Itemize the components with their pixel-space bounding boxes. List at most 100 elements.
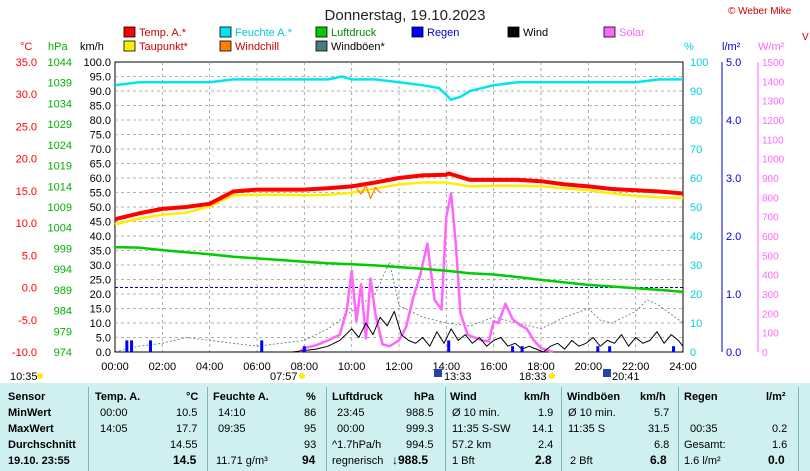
time-tick-label: 04:00 (196, 361, 224, 373)
gust-max-value: 31.5 (648, 423, 670, 435)
humidity-unit: % (306, 391, 316, 403)
wind-tick-label: 30.0 (90, 260, 111, 272)
humidity-tick-label: 90 (690, 86, 702, 98)
pressure-trend: ^1.7hPa/h (332, 439, 382, 451)
solar-tick-label: 1400 (762, 77, 785, 88)
solar-tick-label: 0 (762, 348, 768, 359)
time-tick-label: 00:00 (101, 361, 129, 373)
solar-tick-label: 1500 (762, 58, 785, 69)
rain-max-time: 00:35 (690, 423, 718, 435)
time-tick-label: 24:00 (669, 361, 697, 373)
solar-tick-label: 400 (762, 271, 779, 282)
solar-tick-label: 1000 (762, 155, 785, 166)
humidity-tick-label: 30 (690, 260, 702, 272)
summary-table: Sensor MinWert MaxWert Durchschnitt 19.1… (0, 383, 810, 471)
humidity-current-value: 94 (302, 453, 316, 467)
rain-bar (149, 340, 152, 352)
rain-tick-label: 4.0 (726, 115, 741, 127)
gust-max-time: 11:35 S (568, 423, 606, 435)
row-label-min: MinWert (8, 407, 52, 419)
time-tick-label: 20:00 (575, 361, 603, 373)
chart-legend: Temp. A.* Feuchte A.* Luftdruck Regen Wind So… (123, 26, 645, 53)
pressure-tick-label: 1044 (48, 57, 72, 69)
temp-tick-label: 25.0 (16, 121, 37, 133)
wind-tick-label: 25.0 (90, 275, 111, 287)
rain-bar (125, 340, 129, 352)
pressure-tick-label: 979 (54, 326, 72, 338)
humidity-tick-label: 0 (690, 347, 696, 359)
humidity-min-value: 86 (304, 407, 317, 419)
row-label-avg: Durchschnitt (8, 439, 76, 451)
solar-tick-label: 200 (762, 309, 779, 320)
rain-bar (130, 340, 134, 352)
pressure-tick-label: 1034 (48, 98, 72, 110)
rain-tick-label: 0.0 (726, 347, 741, 359)
wind-header: Wind (450, 391, 477, 403)
temp-tick-label: -5.0 (18, 315, 37, 327)
pressure-tick-label: 994 (54, 264, 72, 276)
humidity-header: Feuchte A. (213, 391, 269, 403)
legend-label: Taupunkt* (139, 41, 189, 53)
wind-tick-label: 10.0 (90, 318, 111, 330)
table-divider (326, 387, 327, 471)
wind-tick-label: 55.0 (90, 188, 111, 200)
gust-current-value: 6.8 (650, 453, 667, 467)
time-tick-label: 10:00 (338, 361, 366, 373)
wind-avg10-value: 1.9 (538, 407, 554, 419)
wind-tick-label: 95.0 (90, 72, 111, 84)
solar-tick-label: 500 (762, 251, 779, 262)
wind-tick-label: 0.0 (96, 347, 111, 359)
gust-header: Windböen (567, 391, 621, 403)
humidity-tick-label: 50 (690, 202, 702, 214)
rain-current-value: 0.0 (768, 453, 785, 467)
pressure-axis-unit: hPa (48, 41, 68, 53)
rain-total-value: 1.6 (772, 439, 788, 451)
rain-tick-label: 2.0 (726, 231, 741, 243)
chart-series (114, 75, 684, 354)
temp-tick-label: -10.0 (12, 347, 37, 359)
temp-max-value: 17.7 (176, 423, 198, 435)
series-pressure-line (114, 245, 684, 294)
solar-axis-unit: W/m² (758, 41, 785, 53)
humidity-max-time: 09:35 (218, 423, 246, 435)
wind-tick-label: 40.0 (90, 231, 111, 243)
solar-tick-label: 700 (762, 213, 779, 224)
pressure-current-value: ↓988.5 (392, 453, 429, 467)
legend-swatch (123, 40, 136, 52)
table-divider (88, 387, 89, 471)
legend-label: Solar (619, 27, 645, 39)
pressure-min-time: 23:45 (337, 407, 365, 419)
wind-tick-label: 80.0 (90, 115, 111, 127)
legend-label: Feuchte A.* (235, 27, 293, 39)
rain-bar (511, 346, 515, 352)
rain-bar (672, 346, 676, 352)
pressure-tick-label: 984 (54, 306, 72, 318)
legend-swatch (219, 40, 232, 52)
wind-tick-label: 65.0 (90, 159, 111, 171)
temp-tick-label: 5.0 (22, 250, 37, 262)
table-divider (678, 387, 679, 471)
wind-run: 57.2 km (452, 439, 492, 451)
rain-bar (260, 340, 264, 352)
temp-tick-label: 0.0 (22, 283, 37, 295)
gust-avg10-label: Ø 10 min. (568, 407, 616, 419)
pressure-max-time: 00:00 (337, 423, 365, 435)
rain-today: 1.6 l/m² (684, 455, 721, 467)
rain-tick-label: 1.0 (726, 289, 741, 301)
legend-label: Luftdruck (331, 27, 377, 39)
row-label-now: 19.10. 23:55 (8, 455, 70, 467)
time-tick-label: 18:00 (527, 361, 555, 373)
rain-max-value: 0.2 (772, 423, 788, 435)
series-windchill-line (355, 185, 381, 200)
pressure-tick-label: 1039 (48, 78, 72, 90)
solar-tick-label: 800 (762, 193, 779, 204)
temp-tick-label: 10.0 (16, 218, 37, 230)
wind-tick-label: 20.0 (90, 289, 111, 301)
pressure-forecast: regnerisch (332, 455, 384, 467)
rain-bar (302, 346, 306, 352)
humidity-abs-value: 11.71 g/m³ (216, 455, 268, 467)
rain-total-label: Gesamt: (684, 439, 726, 451)
temp-tick-label: 30.0 (16, 89, 37, 101)
solar-tick-label: 1100 (762, 135, 784, 146)
sunset-label: 18:33 (519, 371, 547, 383)
